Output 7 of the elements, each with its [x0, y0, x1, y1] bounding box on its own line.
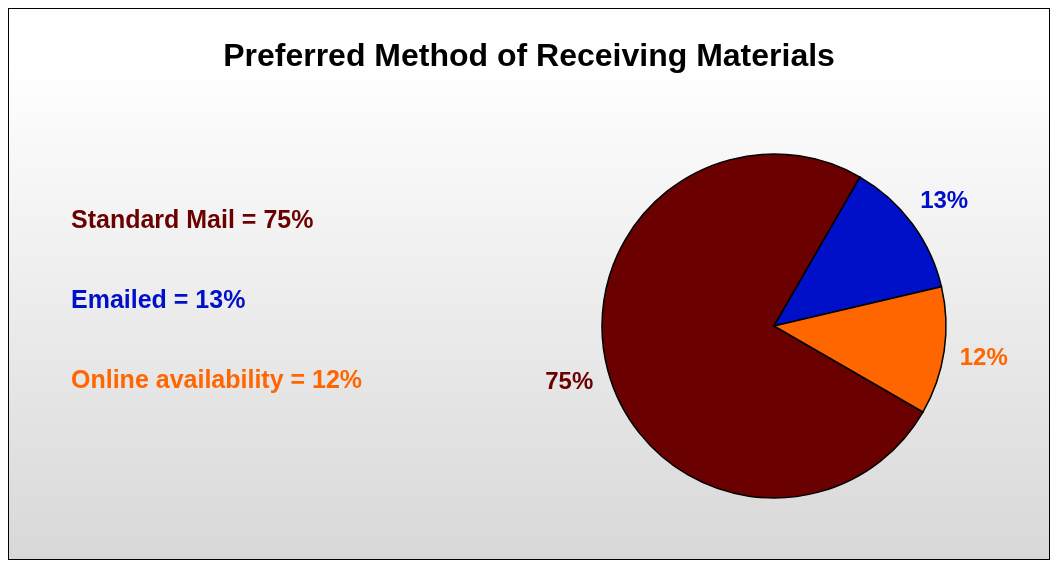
- text: Standard Mail = 75%: [71, 205, 314, 234]
- chart-title: Preferred Method of Receiving Materials: [222, 37, 836, 74]
- data-label: 75%: [545, 367, 594, 395]
- text: Emailed = 13%: [71, 285, 246, 314]
- data-label: 12%: [959, 343, 1008, 371]
- text: Online availability = 12%: [71, 365, 363, 394]
- data-label: 13%: [920, 186, 969, 214]
